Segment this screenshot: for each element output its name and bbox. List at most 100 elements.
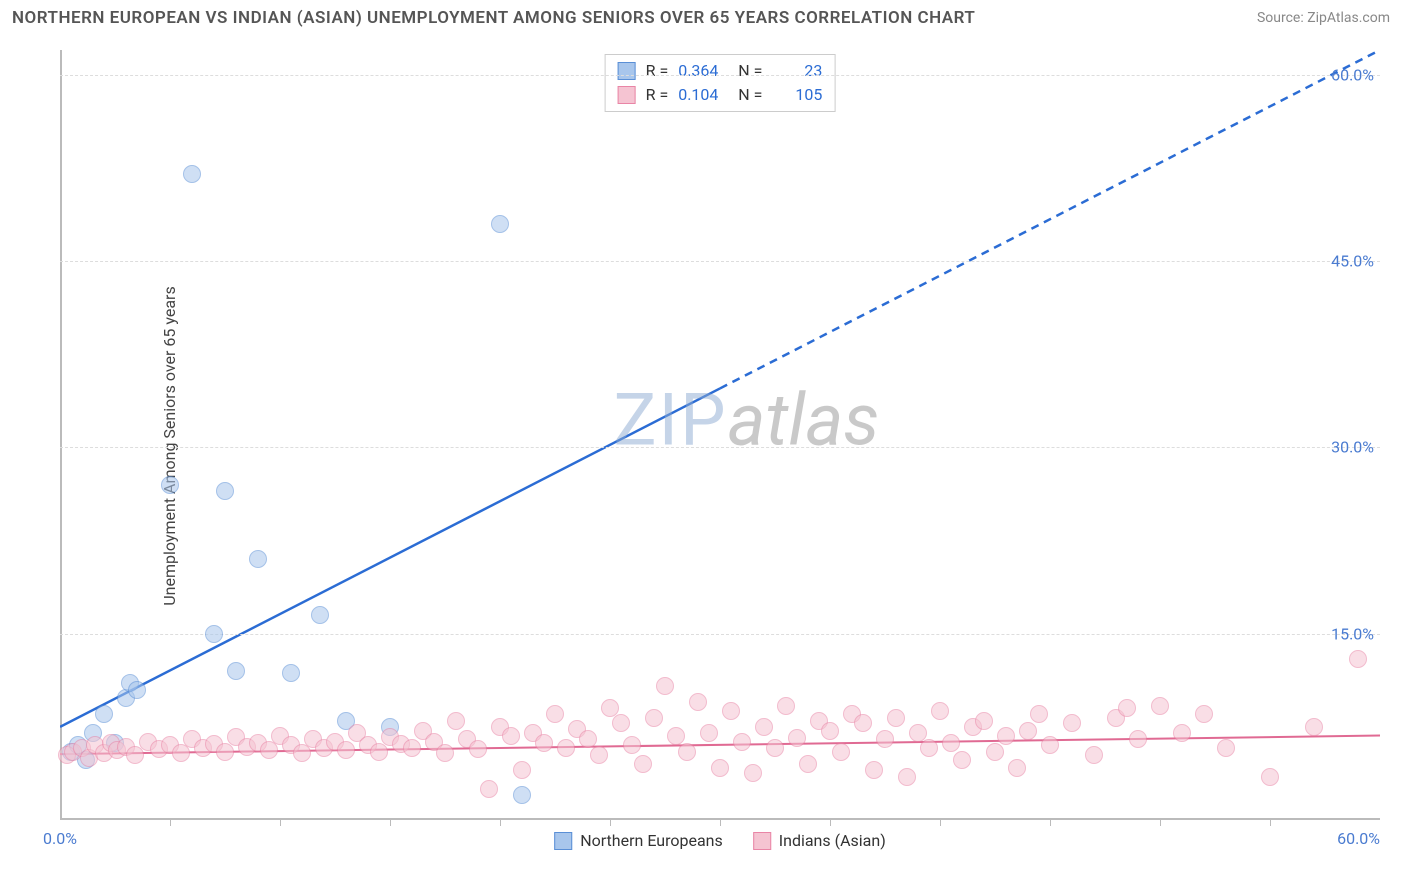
chart-title: NORTHERN EUROPEAN VS INDIAN (ASIAN) UNEM… xyxy=(12,8,975,28)
data-point xyxy=(337,741,355,759)
legend-series: Northern EuropeansIndians (Asian) xyxy=(554,831,886,850)
data-point xyxy=(832,743,850,761)
y-tick-label: 30.0% xyxy=(1331,438,1374,457)
x-tick xyxy=(280,820,281,826)
data-point xyxy=(216,482,234,500)
data-point xyxy=(722,702,740,720)
data-point xyxy=(667,727,685,745)
data-point xyxy=(931,702,949,720)
data-point xyxy=(876,730,894,748)
legend-correlation-row: R =0.364N =23 xyxy=(618,59,823,83)
watermark: ZIPatlas xyxy=(613,377,879,462)
x-tick xyxy=(720,820,721,826)
data-point xyxy=(700,724,718,742)
data-point xyxy=(898,768,916,786)
data-point xyxy=(799,755,817,773)
data-point xyxy=(260,741,278,759)
data-point xyxy=(161,476,179,494)
legend-r-value: 0.364 xyxy=(678,59,728,83)
data-point xyxy=(403,739,421,757)
legend-swatch xyxy=(753,832,771,850)
data-point xyxy=(623,736,641,754)
data-point xyxy=(920,739,938,757)
x-tick xyxy=(610,820,611,826)
data-point xyxy=(788,729,806,747)
data-point xyxy=(128,681,146,699)
data-point xyxy=(733,733,751,751)
legend-swatch xyxy=(618,86,636,104)
data-point xyxy=(744,764,762,782)
data-point xyxy=(1129,730,1147,748)
data-point xyxy=(370,743,388,761)
x-min-label: 0.0% xyxy=(43,829,77,848)
gridline xyxy=(60,75,1380,76)
data-point xyxy=(953,751,971,769)
data-point xyxy=(469,740,487,758)
source-label: Source: ZipAtlas.com xyxy=(1257,10,1390,26)
x-tick xyxy=(940,820,941,826)
data-point xyxy=(821,722,839,740)
trend-line-solid xyxy=(60,388,720,726)
data-point xyxy=(311,606,329,624)
data-point xyxy=(1019,722,1037,740)
watermark-atlas: atlas xyxy=(728,377,880,462)
x-tick xyxy=(830,820,831,826)
data-point xyxy=(513,761,531,779)
y-tick-label: 60.0% xyxy=(1331,65,1374,84)
data-point xyxy=(546,705,564,723)
data-point xyxy=(645,709,663,727)
data-point xyxy=(502,727,520,745)
legend-correlation: R =0.364N =23R =0.104N =105 xyxy=(605,54,836,112)
trend-lines xyxy=(60,50,1380,820)
legend-n-label: N = xyxy=(738,59,762,83)
data-point xyxy=(634,755,652,773)
data-point xyxy=(216,743,234,761)
data-point xyxy=(865,761,883,779)
data-point xyxy=(612,714,630,732)
legend-series-item: Northern Europeans xyxy=(554,831,723,850)
watermark-zip: ZIP xyxy=(613,377,727,462)
data-point xyxy=(766,739,784,757)
data-point xyxy=(513,786,531,804)
data-point xyxy=(1118,699,1136,717)
y-tick-label: 15.0% xyxy=(1331,624,1374,643)
legend-n-label: N = xyxy=(738,83,762,107)
data-point xyxy=(1305,718,1323,736)
data-point xyxy=(126,746,144,764)
data-point xyxy=(997,727,1015,745)
gridline xyxy=(60,261,1380,262)
data-point xyxy=(678,743,696,761)
data-point xyxy=(227,662,245,680)
data-point xyxy=(447,712,465,730)
data-point xyxy=(942,734,960,752)
data-point xyxy=(1261,768,1279,786)
x-tick xyxy=(500,820,501,826)
data-point xyxy=(854,714,872,732)
data-point xyxy=(579,730,597,748)
data-point xyxy=(986,743,1004,761)
data-point xyxy=(1151,697,1169,715)
y-tick-label: 45.0% xyxy=(1331,252,1374,271)
data-point xyxy=(590,746,608,764)
data-point xyxy=(1195,705,1213,723)
legend-r-value: 0.104 xyxy=(678,83,728,107)
data-point xyxy=(689,693,707,711)
data-point xyxy=(1349,650,1367,668)
gridline xyxy=(60,634,1380,635)
x-max-label: 60.0% xyxy=(1337,829,1380,848)
x-tick xyxy=(1160,820,1161,826)
x-tick xyxy=(390,820,391,826)
data-point xyxy=(1173,724,1191,742)
data-point xyxy=(1085,746,1103,764)
data-point xyxy=(656,677,674,695)
legend-series-label: Northern Europeans xyxy=(580,831,723,850)
x-tick xyxy=(1270,820,1271,826)
data-point xyxy=(1063,714,1081,732)
data-point xyxy=(1217,739,1235,757)
x-tick xyxy=(170,820,171,826)
data-point xyxy=(535,734,553,752)
data-point xyxy=(755,718,773,736)
data-point xyxy=(887,709,905,727)
data-point xyxy=(975,712,993,730)
plot-area: ZIPatlas R =0.364N =23R =0.104N =105 Nor… xyxy=(60,50,1380,820)
